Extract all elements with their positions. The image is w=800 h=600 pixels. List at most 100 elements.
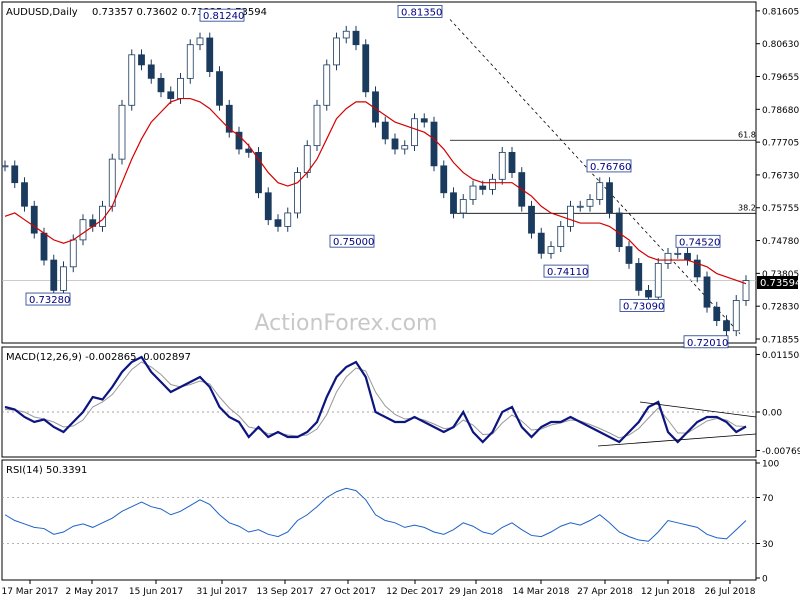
price-annotation: 0.73090	[619, 299, 665, 312]
candle-body	[664, 252, 672, 264]
candle-body	[713, 306, 721, 322]
price-annotation: 0.76760	[586, 159, 632, 173]
price-tick-label: 0.81605	[762, 7, 799, 17]
macd-axis: 0.011508 0.00 -0.007694	[2, 351, 800, 457]
annotation-label: 0.81350	[401, 7, 442, 18]
candle-body	[401, 145, 409, 150]
candle-body	[342, 30, 350, 39]
price-tick-label: 0.74780	[762, 237, 799, 247]
date-label: 15 Jun 2017	[129, 587, 183, 597]
ohlc-values: 0.73357 0.73602 0.73325 0.73594	[92, 7, 267, 18]
watermark: ActionForex.com	[255, 311, 438, 336]
rsi-tick-label: 30	[762, 540, 774, 550]
macd-resistance-trendline	[639, 401, 757, 418]
annotation-box	[619, 299, 665, 312]
price-tick-label: 0.79655	[762, 73, 799, 83]
moving-average-line	[4, 97, 747, 285]
price-annotation: 0.75000	[329, 234, 375, 248]
rsi-line	[4, 487, 747, 542]
annotation-box	[543, 264, 589, 278]
annotation-box	[683, 335, 729, 349]
price-tick-label: 0.77705	[762, 139, 799, 149]
annotation-label: 0.76760	[590, 162, 631, 173]
price-axis: 0.81605 0.80630 0.79655 0.78680 0.77705 0.767…	[756, 7, 799, 345]
candle-body	[118, 104, 126, 160]
candlestick-series	[1, 25, 750, 337]
candle-body	[625, 246, 633, 264]
price-tick-label: 0.78680	[762, 106, 799, 116]
macd-tick-label: -0.007694	[762, 447, 800, 457]
candle-body	[693, 259, 701, 278]
date-label: 27 Apr 2018	[577, 587, 633, 597]
candle-body	[30, 205, 38, 234]
price-tick-label: 0.71855	[762, 335, 799, 345]
candle-body	[440, 165, 448, 194]
candle-body	[1, 165, 9, 168]
candle-body	[723, 320, 730, 332]
candle-body	[635, 263, 643, 291]
candle-body	[645, 289, 652, 298]
price-tick-label: 0.72830	[762, 303, 799, 313]
candle-body	[177, 77, 184, 99]
candle-body	[742, 280, 750, 301]
candle-body	[167, 91, 175, 99]
candle-body	[11, 165, 19, 184]
candle-body	[732, 300, 740, 332]
candle-body	[323, 64, 331, 106]
candle-body	[264, 192, 272, 221]
annotation-label: 0.81240	[203, 11, 244, 22]
rsi-label: RSI(14) 50.3391	[6, 465, 87, 476]
candle-body	[206, 37, 214, 73]
macd-main-line	[4, 355, 747, 444]
macd-signal-line	[4, 361, 747, 439]
chart-title: AUDUSD,Daily	[6, 7, 78, 18]
downtrend-line	[449, 19, 741, 335]
candle-body	[596, 182, 604, 200]
candle-body	[40, 232, 48, 261]
date-label: 17 Mar 2017	[1, 587, 58, 597]
candle-body	[684, 252, 691, 261]
price-annotation: 0.81240	[199, 8, 245, 22]
date-label: 14 Mar 2018	[512, 587, 569, 597]
rsi-tick-label: 100	[762, 460, 779, 470]
fib-level-label: 38.2	[738, 203, 756, 212]
rsi-axis: 100 70 30 0	[2, 460, 779, 585]
date-label: 12 Jun 2018	[641, 587, 695, 597]
annotation-box	[586, 159, 632, 173]
annotation-label: 0.74520	[679, 237, 720, 248]
price-tick-label: 0.73805	[762, 270, 799, 280]
date-label: 2 May 2017	[66, 587, 119, 597]
price-annotation: 0.74110	[543, 264, 589, 278]
candle-body	[21, 182, 28, 207]
date-label: 26 Jul 2018	[705, 587, 756, 597]
candle-body	[50, 259, 58, 291]
candle-body	[489, 178, 496, 190]
price-tick-label: 0.80630	[762, 40, 799, 50]
date-axis: 17 Mar 2017 2 May 2017 15 Jun 2017 31 Jul 2…	[1, 580, 756, 597]
annotation-label: 0.73090	[623, 301, 664, 312]
candle-body	[255, 151, 262, 194]
macd-support-trendline	[597, 433, 757, 447]
macd-tick-label: 0.00	[762, 409, 782, 419]
candle-body	[479, 185, 487, 190]
candle-body	[557, 226, 565, 248]
candle-body	[333, 37, 340, 66]
candle-body	[606, 182, 613, 214]
candle-body	[196, 37, 204, 46]
rsi-path	[4, 487, 747, 542]
macd-tick-label: 0.011508	[762, 351, 800, 361]
candle-body	[225, 104, 233, 133]
price-tick-label: 0.75755	[762, 204, 799, 214]
candle-body	[469, 185, 477, 200]
price-annotation: 0.73280	[25, 292, 71, 306]
rsi-tick-label: 0	[762, 575, 768, 585]
current-price-marker: 0.73594	[757, 276, 800, 289]
candle-body	[576, 205, 584, 208]
candle-body	[674, 252, 682, 255]
candle-body	[60, 266, 67, 291]
annotation-box	[675, 234, 721, 248]
candle-body	[303, 145, 311, 173]
annotation-label: 0.75000	[333, 237, 374, 248]
candle-body	[430, 121, 438, 167]
